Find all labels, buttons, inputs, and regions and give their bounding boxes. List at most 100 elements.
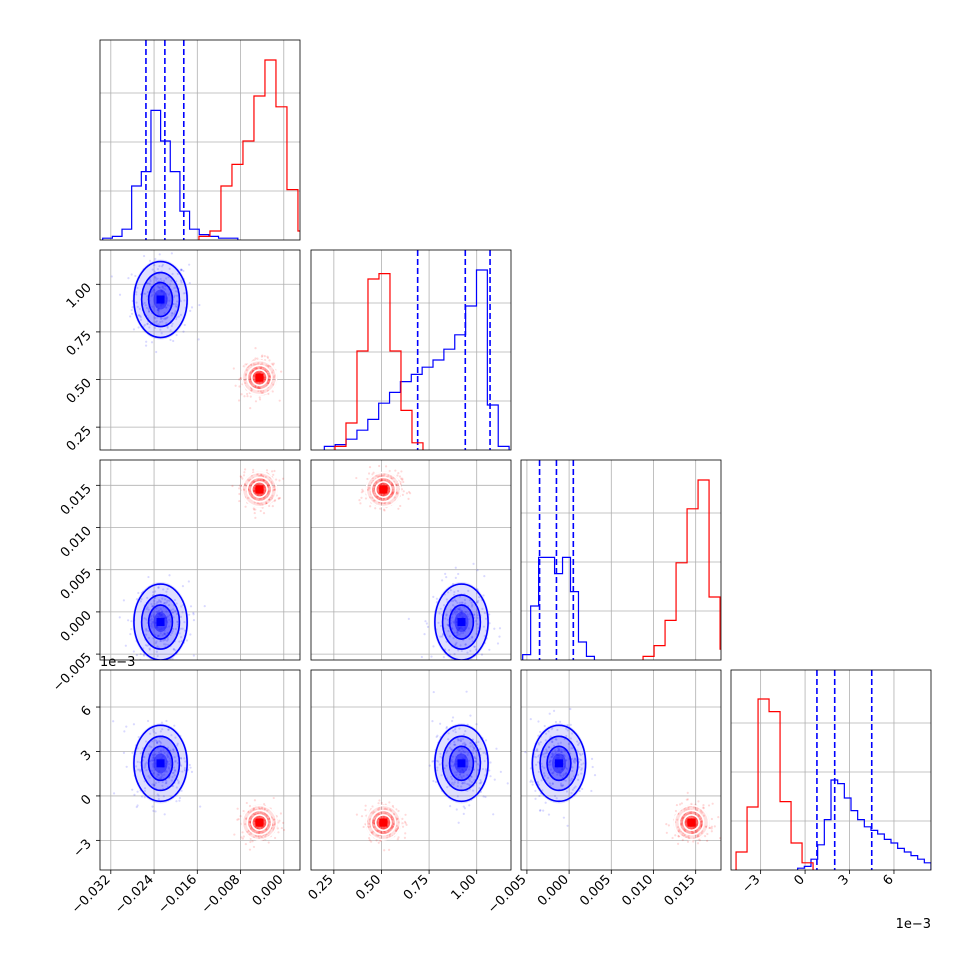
- panel-grid: [521, 460, 721, 660]
- scatter-point: [253, 490, 256, 493]
- scatter-point: [257, 361, 260, 365]
- scatter-point: [173, 286, 176, 290]
- scatter-point: [252, 481, 255, 484]
- scatter-point: [480, 653, 484, 656]
- scatter-point: [451, 616, 454, 619]
- scatter-point: [454, 576, 457, 579]
- scatter-point: [402, 490, 405, 493]
- scatter-point: [386, 487, 390, 490]
- scatter-point: [182, 330, 185, 333]
- scatter-point: [456, 607, 459, 610]
- scatter-point: [155, 305, 158, 308]
- scatter-point: [454, 643, 457, 646]
- scatter-point: [362, 490, 365, 493]
- histogram-series: [198, 59, 300, 240]
- scatter-point: [158, 599, 161, 602]
- scatter-point: [163, 598, 167, 601]
- scatter-point: [268, 498, 272, 501]
- scatter-point: [252, 489, 256, 492]
- scatter-point: [392, 491, 395, 494]
- scatter-point: [154, 732, 157, 735]
- y-tick-label: 1.00: [64, 281, 95, 312]
- scatter-point: [467, 617, 470, 621]
- scatter-point: [156, 308, 160, 311]
- scatter-point: [160, 289, 163, 293]
- scatter-point: [277, 831, 280, 834]
- scatter-point: [680, 819, 683, 822]
- scatter-point: [176, 761, 180, 765]
- scatter-point: [152, 590, 155, 594]
- scatter-point: [464, 602, 467, 605]
- scatter-point: [440, 774, 443, 777]
- scatter-point: [146, 290, 149, 294]
- scatter-point: [163, 318, 166, 321]
- scatter-point: [380, 479, 383, 482]
- x-tick-label: −3: [739, 872, 763, 896]
- scatter-point: [250, 826, 253, 829]
- scatter-point: [182, 292, 185, 295]
- scatter-point: [273, 485, 276, 488]
- scatter-point: [563, 755, 566, 758]
- scatter-point: [169, 757, 172, 760]
- scatter-point: [163, 629, 166, 632]
- scatter-point: [165, 590, 168, 593]
- scatter-point: [435, 597, 439, 600]
- scatter-point: [252, 490, 255, 493]
- scatter-point: [159, 614, 162, 618]
- scatter-point: [175, 333, 178, 337]
- scatter-point: [131, 306, 134, 309]
- scatter-point: [261, 807, 264, 810]
- scatter-point: [258, 502, 261, 506]
- scatter-point: [401, 493, 404, 496]
- scatter-point: [477, 740, 480, 743]
- scatter-point: [566, 729, 569, 732]
- scatter-point: [573, 757, 576, 760]
- scatter-point: [680, 802, 683, 805]
- scatter-point: [561, 754, 565, 757]
- scatter-point: [465, 765, 468, 768]
- scatter-point: [550, 728, 553, 731]
- scatter-point: [439, 607, 442, 610]
- scatter-point: [435, 601, 438, 604]
- scatter-point: [265, 502, 268, 505]
- scatter-point: [677, 835, 680, 838]
- scatter-point: [161, 780, 164, 784]
- scatter-point: [157, 611, 160, 614]
- scatter-point: [549, 768, 552, 771]
- scatter-point: [163, 813, 166, 816]
- scatter-point: [158, 613, 161, 616]
- scatter-point: [443, 680, 445, 682]
- scatter-point: [388, 828, 392, 831]
- scatter-point: [396, 838, 399, 841]
- density-peak: [156, 618, 165, 627]
- scatter-point: [130, 628, 133, 631]
- scatter-point: [169, 338, 172, 342]
- scatter-point: [392, 823, 395, 826]
- scatter-point: [168, 767, 171, 770]
- scatter-point: [558, 748, 561, 751]
- scatter-point: [396, 492, 399, 495]
- scatter-point: [173, 774, 176, 777]
- scatter-point: [160, 772, 163, 776]
- scatter-point: [454, 728, 457, 731]
- contour-line: [441, 735, 482, 792]
- scatter-point: [268, 359, 271, 362]
- scatter-point: [454, 566, 457, 569]
- scatter-point: [166, 760, 169, 763]
- scatter-point: [161, 774, 164, 777]
- scatter-point: [680, 822, 683, 825]
- scatter-point: [551, 740, 554, 743]
- scatter-point: [440, 635, 444, 638]
- scatter-point: [150, 623, 153, 626]
- scatter-point: [471, 743, 474, 746]
- scatter-point: [483, 612, 486, 615]
- scatter-point: [253, 486, 256, 490]
- scatter-point: [687, 812, 690, 815]
- scatter-point: [543, 755, 546, 758]
- scatter-point: [665, 822, 668, 826]
- scatter-point: [162, 639, 165, 642]
- scatter-point: [158, 740, 161, 743]
- scatter-point: [371, 473, 374, 476]
- scatter-point: [257, 386, 260, 389]
- scatter-point: [179, 279, 183, 282]
